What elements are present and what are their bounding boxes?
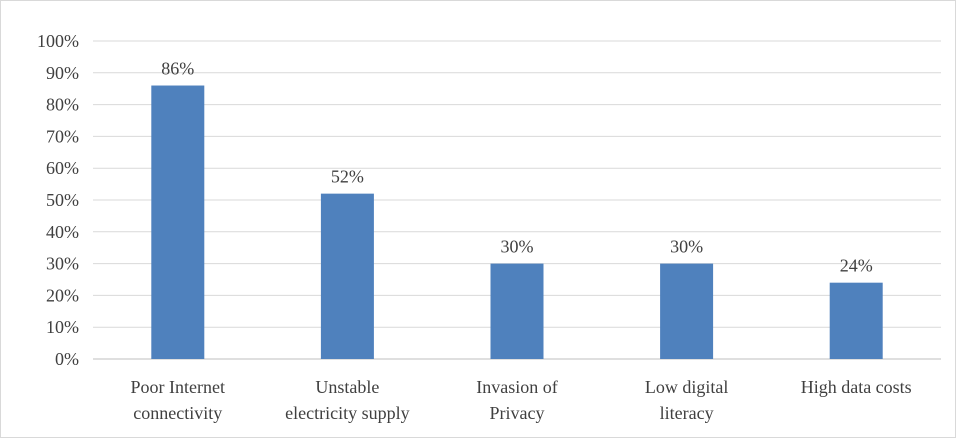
y-tick-label: 30% (46, 254, 79, 274)
category-label: Unstable electricity supply (285, 377, 409, 423)
category-label-line: connectivity (133, 403, 222, 423)
category-label-line: Poor Internet (131, 377, 225, 397)
data-label: 86% (161, 59, 194, 79)
category-label-line: electricity supply (285, 403, 409, 423)
bar (490, 263, 544, 359)
category-label-line: Low digital (645, 377, 729, 397)
category-label-line: Privacy (490, 403, 545, 423)
bar (151, 85, 205, 360)
y-tick-label: 0% (55, 349, 79, 369)
y-tick-label: 60% (46, 158, 79, 178)
category-label: Invasion of Privacy (476, 377, 557, 423)
bar (660, 263, 714, 359)
category-label: Poor Internet connectivity (131, 377, 225, 423)
y-tick-label: 10% (46, 317, 79, 337)
data-label: 52% (331, 167, 364, 187)
category-label-line: literacy (660, 403, 714, 423)
data-label: 24% (840, 256, 873, 276)
bar (320, 193, 374, 359)
y-tick-label: 20% (46, 285, 79, 305)
bar (829, 282, 883, 359)
gridlines (93, 40, 941, 360)
category-label: Low digital literacy (645, 377, 729, 423)
y-tick-label: 80% (46, 95, 79, 115)
category-label-line: Invasion of (476, 377, 557, 397)
category-label-line: High data costs (801, 377, 912, 397)
y-axis-ticks: 0% 10% 20% 30% 40% 50% 60% 70% 80% 90% 100% (37, 31, 79, 369)
bars (151, 85, 883, 360)
data-label: 30% (501, 237, 534, 257)
y-tick-label: 90% (46, 63, 79, 83)
y-tick-label: 40% (46, 222, 79, 242)
data-labels: 86% 52% 30% 30% 24% (161, 59, 872, 276)
y-tick-label: 70% (46, 126, 79, 146)
category-label-line: Unstable (315, 377, 379, 397)
category-label: High data costs (801, 377, 912, 397)
category-labels: Poor Internet connectivity Unstable electri… (131, 377, 912, 423)
y-tick-label: 50% (46, 190, 79, 210)
data-label: 30% (670, 237, 703, 257)
y-tick-label: 100% (37, 31, 79, 51)
